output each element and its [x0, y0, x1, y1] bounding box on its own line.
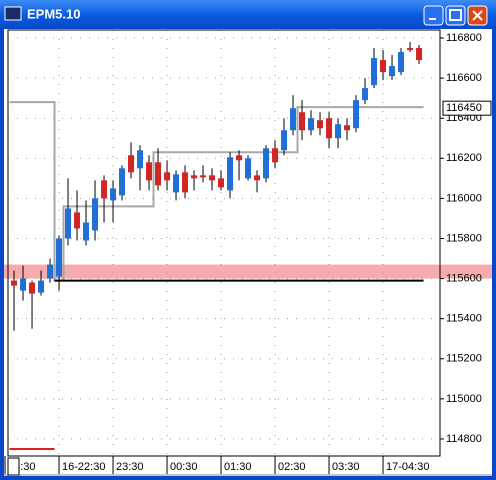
candle-body: [164, 172, 171, 181]
chart: 114800 115000 115200 115400 115600 115800 1160…: [4, 29, 492, 476]
candle-body: [344, 125, 351, 131]
app-icon: [4, 6, 22, 21]
window-title: EPM5.10: [27, 6, 80, 21]
close-button[interactable]: [467, 5, 488, 26]
candle-body: [398, 52, 405, 73]
x-tick-label: 02:30: [278, 461, 306, 473]
candle-body: [308, 118, 315, 131]
x-tick-label: 01:30: [224, 461, 252, 473]
y-tick-label: 115200: [446, 353, 482, 365]
candle-body: [281, 130, 288, 151]
candle-body: [29, 282, 36, 294]
x-tick-label: 00:30: [170, 461, 198, 473]
client-area: [4, 29, 492, 476]
price-label: 116450: [446, 102, 482, 114]
y-tick-label: 116000: [446, 192, 482, 204]
candle-body: [209, 175, 216, 181]
candle-body: [110, 188, 117, 201]
candle-body: [254, 175, 261, 181]
candle-body: [56, 238, 63, 277]
candle-body: [389, 66, 396, 77]
candle-body: [200, 175, 207, 178]
candle-body: [371, 58, 378, 86]
candle-body: [92, 198, 99, 231]
candle-body: [20, 278, 27, 291]
corner-box: [7, 457, 20, 476]
y-tick-label: 115400: [446, 313, 482, 325]
y-tick-label: 116800: [446, 32, 482, 44]
candle-body: [137, 150, 144, 169]
candle-body: [146, 162, 153, 181]
candle-body: [128, 155, 135, 173]
maximize-button[interactable]: [445, 5, 466, 26]
y-tick-label: 116600: [446, 72, 482, 84]
candle-body: [65, 208, 72, 239]
candle-body: [119, 168, 126, 196]
candle-body: [263, 148, 270, 179]
minimize-button[interactable]: [423, 5, 444, 26]
candle-body: [83, 222, 90, 241]
plot-area: [8, 30, 440, 456]
candle-body: [290, 108, 297, 131]
candle-body: [173, 174, 180, 193]
candle-body: [362, 88, 369, 101]
y-tick-label: 114800: [446, 433, 482, 445]
candle-body: [407, 48, 414, 51]
level-band: [4, 264, 492, 279]
candle-body: [299, 112, 306, 131]
candle-body: [236, 155, 243, 161]
candle-body: [380, 60, 387, 73]
x-tick-label: 16-22:30: [62, 461, 105, 473]
candle-body: [101, 180, 108, 199]
y-tick-label: 116200: [446, 152, 482, 164]
y-tick-label: 115800: [446, 232, 482, 244]
candle-body: [191, 175, 198, 179]
x-tick-label: 23:30: [116, 461, 144, 473]
y-tick-label: 115000: [446, 393, 482, 405]
candle-body: [155, 162, 162, 186]
x-tick-label: 17-04:30: [386, 461, 429, 473]
candle-body: [74, 212, 81, 229]
candle-body: [317, 120, 324, 129]
candle-body: [245, 158, 252, 179]
candle-body: [335, 124, 342, 139]
candle-body: [11, 280, 18, 286]
candle-body: [47, 264, 54, 279]
candle-body: [218, 178, 225, 188]
candle-body: [182, 172, 189, 193]
indicator-line: [9, 101, 424, 282]
plot-border: [7, 29, 441, 457]
candle-body: [272, 148, 279, 163]
candle-body: [353, 100, 360, 129]
x-tick-label: 03:30: [332, 461, 360, 473]
candle-body: [38, 280, 45, 293]
candle-body: [326, 118, 333, 139]
price-label-box: [442, 100, 492, 116]
y-tick-label: 115600: [446, 272, 482, 284]
candle-body: [416, 48, 423, 61]
title-bar: [0, 0, 496, 29]
candle-body: [227, 157, 234, 191]
